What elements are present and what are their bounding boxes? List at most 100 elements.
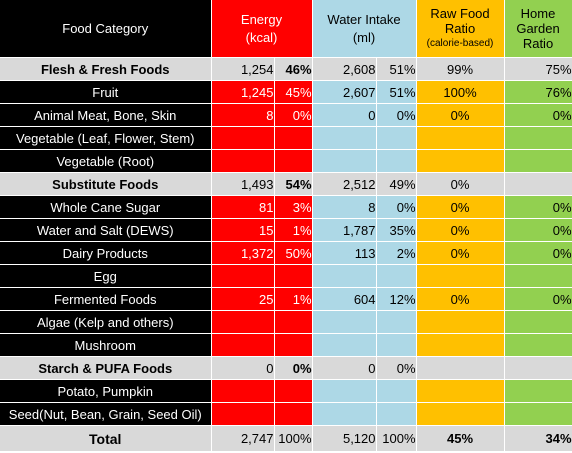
raw-food-ratio-cell: 0% <box>416 218 505 242</box>
energy-percent-cell: 1% <box>274 218 313 242</box>
raw-food-ratio-cell: 0% <box>416 172 505 196</box>
category-cell: Total <box>0 425 212 452</box>
water-cell <box>312 310 377 334</box>
header-raw-label-1: Raw Food <box>430 6 490 21</box>
total-row: Total 2,747 100% 5,120 100% 45% 34% <box>0 425 572 452</box>
water-cell <box>312 126 377 150</box>
home-garden-ratio-cell: 76% <box>504 80 572 104</box>
home-garden-ratio-cell: 0% <box>504 195 572 219</box>
raw-food-ratio-cell: 0% <box>416 195 505 219</box>
water-percent-cell <box>376 264 417 288</box>
header-energy-unit: (kcal) <box>245 30 278 45</box>
water-cell <box>312 149 377 173</box>
home-garden-ratio-cell: 0% <box>504 218 572 242</box>
water-cell: 1,787 <box>312 218 377 242</box>
energy-cell <box>211 310 275 334</box>
water-percent-cell: 0% <box>376 195 417 219</box>
header-home-garden-ratio: Home Garden Ratio <box>504 0 572 58</box>
table-row: Potato, Pumpkin <box>0 379 572 403</box>
energy-cell <box>211 264 275 288</box>
energy-cell: 81 <box>211 195 275 219</box>
raw-food-ratio-cell <box>416 264 505 288</box>
energy-percent-cell <box>274 126 313 150</box>
energy-percent-cell: 45% <box>274 80 313 104</box>
raw-food-ratio-cell <box>416 333 505 357</box>
table-body: Flesh & Fresh Foods 1,254 46% 2,608 51% 99% 75… <box>0 57 572 452</box>
energy-percent-cell <box>274 149 313 173</box>
home-garden-ratio-cell <box>504 402 572 426</box>
category-cell: Seed(Nut, Bean, Grain, Seed Oil) <box>0 402 212 426</box>
table-row: Dairy Products 1,372 50% 113 2% 0% 0% <box>0 241 572 265</box>
energy-cell: 0 <box>211 356 275 380</box>
home-garden-ratio-cell: 0% <box>504 287 572 311</box>
water-cell <box>312 402 377 426</box>
raw-food-ratio-cell: 0% <box>416 241 505 265</box>
energy-cell <box>211 149 275 173</box>
water-cell: 2,512 <box>312 172 377 196</box>
water-percent-cell <box>376 402 417 426</box>
raw-food-ratio-cell: 0% <box>416 103 505 127</box>
energy-percent-cell <box>274 264 313 288</box>
energy-cell: 1,493 <box>211 172 275 196</box>
home-garden-ratio-cell <box>504 379 572 403</box>
home-garden-ratio-cell: 0% <box>504 103 572 127</box>
water-cell: 0 <box>312 356 377 380</box>
water-cell: 2,607 <box>312 80 377 104</box>
home-garden-ratio-cell: 0% <box>504 241 572 265</box>
header-home-label-3: Ratio <box>522 36 554 51</box>
category-cell: Water and Salt (DEWS) <box>0 218 212 242</box>
energy-percent-cell <box>274 402 313 426</box>
water-percent-cell <box>376 310 417 334</box>
energy-cell <box>211 402 275 426</box>
home-garden-ratio-cell <box>504 310 572 334</box>
table-row: Mushroom <box>0 333 572 357</box>
water-percent-cell <box>376 149 417 173</box>
energy-percent-cell: 3% <box>274 195 313 219</box>
water-cell: 5,120 <box>312 425 377 452</box>
energy-percent-cell: 0% <box>274 356 313 380</box>
header-energy: Energy (kcal) <box>211 0 313 58</box>
energy-cell: 1,372 <box>211 241 275 265</box>
category-cell: Potato, Pumpkin <box>0 379 212 403</box>
category-cell: Fruit <box>0 80 212 104</box>
energy-cell: 25 <box>211 287 275 311</box>
water-percent-cell: 100% <box>376 425 417 452</box>
table-row: Vegetable (Root) <box>0 149 572 173</box>
raw-food-ratio-cell <box>416 126 505 150</box>
raw-food-ratio-cell <box>416 149 505 173</box>
home-garden-ratio-cell <box>504 356 572 380</box>
water-percent-cell: 2% <box>376 241 417 265</box>
category-cell: Dairy Products <box>0 241 212 265</box>
home-garden-ratio-cell <box>504 149 572 173</box>
water-percent-cell: 51% <box>376 57 417 81</box>
raw-food-ratio-cell <box>416 402 505 426</box>
energy-cell: 8 <box>211 103 275 127</box>
subtotal-row: Flesh & Fresh Foods 1,254 46% 2,608 51% 99% 75… <box>0 57 572 81</box>
energy-cell: 1,254 <box>211 57 275 81</box>
header-home-label-2: Garden <box>516 21 560 36</box>
water-cell <box>312 333 377 357</box>
home-garden-ratio-cell <box>504 264 572 288</box>
table-row: Fermented Foods 25 1% 604 12% 0% 0% <box>0 287 572 311</box>
raw-food-ratio-cell: 0% <box>416 287 505 311</box>
energy-percent-cell <box>274 379 313 403</box>
energy-cell: 15 <box>211 218 275 242</box>
energy-percent-cell: 0% <box>274 103 313 127</box>
header-home-label-1: Home <box>520 6 556 21</box>
energy-percent-cell <box>274 333 313 357</box>
header-energy-label: Energy <box>240 12 283 27</box>
header-water-unit: (ml) <box>352 30 376 45</box>
home-garden-ratio-cell <box>504 126 572 150</box>
table-row: Whole Cane Sugar 81 3% 8 0% 0% 0% <box>0 195 572 219</box>
header-water-intake: Water Intake (ml) <box>312 0 417 58</box>
category-cell: Whole Cane Sugar <box>0 195 212 219</box>
water-cell: 8 <box>312 195 377 219</box>
category-cell: Starch & PUFA Foods <box>0 356 212 380</box>
water-cell: 0 <box>312 103 377 127</box>
energy-percent-cell <box>274 310 313 334</box>
energy-cell <box>211 333 275 357</box>
water-percent-cell: 0% <box>376 356 417 380</box>
water-percent-cell <box>376 333 417 357</box>
category-cell: Mushroom <box>0 333 212 357</box>
water-percent-cell: 12% <box>376 287 417 311</box>
